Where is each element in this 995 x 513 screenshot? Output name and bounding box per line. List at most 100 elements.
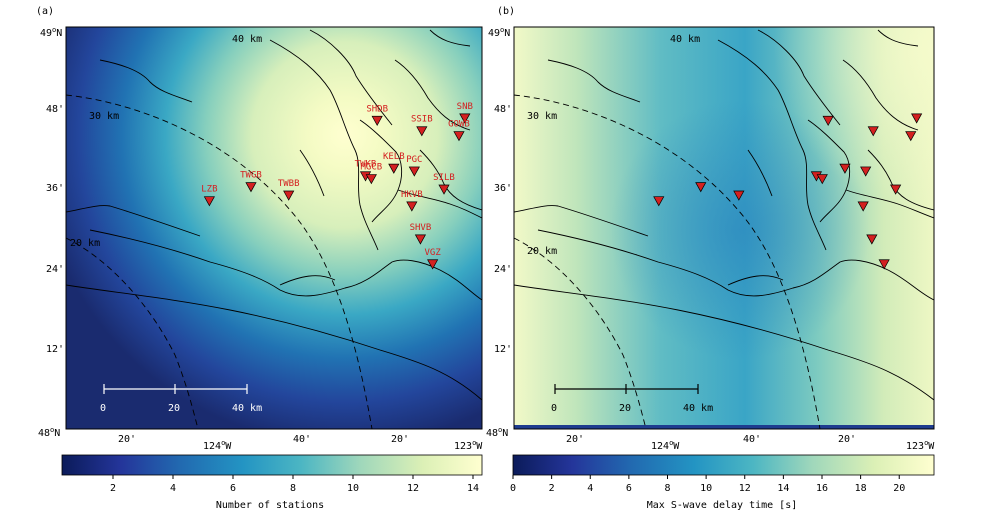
station-marker-twgb-b [695,182,707,193]
lat-axis-a: 49oN 48' 36' 24' 12' 48oN [38,26,64,439]
station-marker-twbb-b [733,190,745,201]
lat-label-48m-b: 48' [494,104,512,115]
station-label-shvb: SHVB [410,223,432,233]
colorbar-tick-label: 14 [467,483,479,494]
station-marker-silb-a [438,184,450,195]
station-marker-shdb-b [822,115,834,126]
lat-label-48n-b: 48oN [486,426,508,439]
colorbar-tick-label: 16 [816,483,828,494]
colorbar-tick-label: 18 [855,483,867,494]
coastlines-b [514,29,934,401]
station-marker-twgb-a [245,182,257,193]
colorbar-tick-label: 2 [110,483,116,494]
scale-bar-tick-0-a: 0 [100,403,106,414]
lon-label-123-b: 123oW [906,439,935,452]
colorbar-tick-label: 20 [893,483,905,494]
station-marker-snb-b [911,113,923,124]
station-label-twbb: TWBB [278,179,300,189]
lon-label-20a-b: 20' [566,434,584,445]
colorbar-tick-label: 4 [587,483,593,494]
map-panel-b: 40 km 30 km 20 km 0 20 40 km [513,26,935,430]
scale-bar-b [554,384,699,394]
station-marker-silb-b [890,184,902,195]
depth-label-30km-a: 30 km [89,111,119,122]
scale-bar-tick-20-b: 20 [619,403,631,414]
scale-bar-tick-20-a: 20 [168,403,180,414]
scale-bar-a [103,384,248,394]
scale-bar-tick-0-b: 0 [551,403,557,414]
colorbar-tick-label: 2 [549,483,555,494]
colorbar-tick-label: 8 [664,483,670,494]
station-marker-twbb-a [283,190,295,201]
station-marker-snb-a [459,113,471,124]
station-label-hkvb: HKVB [401,190,423,200]
station-marker-gowb-b [905,131,917,142]
lat-label-12m: 12' [46,344,64,355]
depth-label-20km-b: 20 km [527,246,557,257]
depth-label-20km-a: 20 km [70,238,100,249]
station-marker-hkvb-b [857,201,869,212]
colorbar-tick-label: 10 [347,483,359,494]
station-label-kelb: KELB [383,152,405,162]
lon-axis-b: 20' 124oW 40' 20' 123oW [566,434,935,452]
panel-a-label: (a) [36,6,54,17]
map-b-frame [513,26,935,430]
station-label-pgc: PGC [406,155,422,165]
station-marker-hkvb-a [406,201,418,212]
colorbar-a-ticks: 2 4 6 8 10 12 14 [110,475,479,494]
station-marker-ssib-b [867,126,879,137]
station-label-silb: SILB [433,173,455,183]
station-label-shdb: SHDB [366,104,388,114]
station-label-twgb: TWGB [240,171,262,181]
colorbar-b-ramp [512,454,935,476]
station-marker-pgc-b [860,166,872,177]
colorbar-tick-label: 10 [700,483,712,494]
station-marker-lzb-a [203,196,215,207]
colorbar-tick-label: 12 [739,483,751,494]
colorbar-tick-label: 6 [230,483,236,494]
depth-contours-b [514,94,821,429]
depth-contours-a [66,94,373,429]
station-label-lzb: LZB [201,185,217,195]
station-label-ssib: SSIB [411,115,433,125]
scale-bar-tick-40-a: 40 km [232,403,262,414]
lon-label-123: 123oW [454,439,483,452]
lon-label-40-b: 40' [743,434,761,445]
lat-label-48n: 48oN [38,426,60,439]
coastlines-a [66,29,482,401]
colorbar-tick-label: 8 [290,483,296,494]
lat-label-12m-b: 12' [494,344,512,355]
depth-label-30km-b: 30 km [527,111,557,122]
station-label-mgcb: MGCB [361,163,383,173]
station-marker-vgz-a [427,259,439,270]
station-marker-kelb-a [388,163,400,174]
colorbar-b-label: Max S-wave delay time [s] [647,500,798,511]
station-marker-shvb-a [414,234,427,245]
lon-label-40: 40' [293,434,311,445]
delay-time-high-zone [514,27,934,429]
station-marker-mgcb-b [816,174,828,185]
colorbar-a-label: Number of stations [216,500,324,511]
colorbar-tick-label: 14 [777,483,789,494]
colorbar-tick-label: 4 [170,483,176,494]
depth-label-40km-b: 40 km [670,34,700,45]
map-b-bottom-strip [514,425,934,429]
colorbar-b: 0 2 4 6 8 10 12 14 16 18 20 Max S-wave delay time … [510,454,935,511]
stations-b [653,113,923,270]
depth-label-40km-a: 40 km [232,34,262,45]
colorbar-tick-label: 6 [626,483,632,494]
lat-label-36m-b: 36' [494,183,512,194]
station-label-twkb: TWKB [355,160,377,170]
lat-axis-b: 49oN 48' 36' 24' 12' 48oN [486,26,512,439]
lon-label-20a: 20' [118,434,136,445]
colorbar-tick-label: 0 [510,483,516,494]
lat-label-49n: 49oN [40,26,62,39]
scale-bar-tick-40-b: 40 km [683,403,713,414]
station-marker-gowb-a [453,131,465,142]
station-marker-lzb-b [653,196,665,207]
colorbar-a: 2 4 6 8 10 12 14 Number of stations [61,454,483,511]
station-marker-shdb-a [371,115,383,126]
lat-label-36m: 36' [46,183,64,194]
